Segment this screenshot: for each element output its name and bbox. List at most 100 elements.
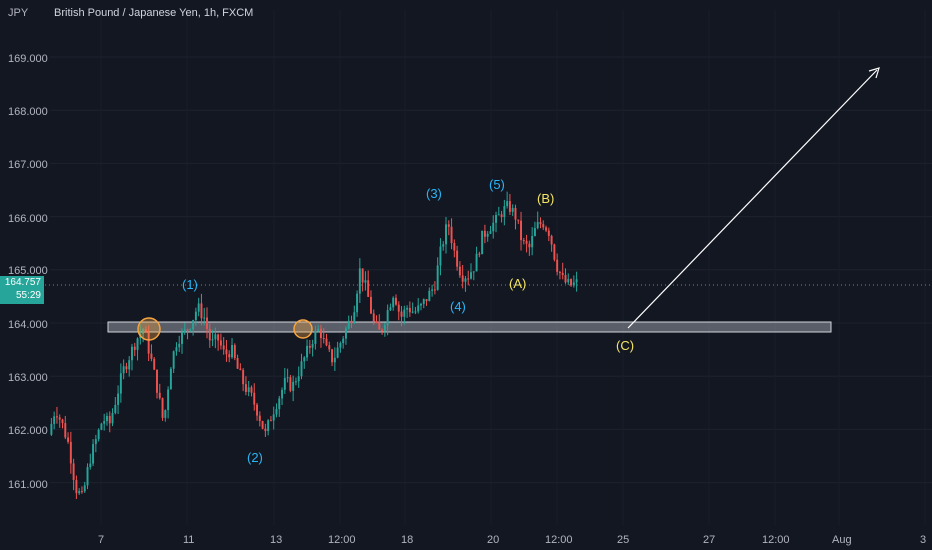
- candle-body: [422, 299, 425, 304]
- candle-body: [55, 416, 58, 418]
- y-axis: 169.000 168.000 167.000 166.000 165.000 …: [8, 53, 48, 491]
- candle-body: [506, 201, 509, 207]
- candle-body: [161, 398, 164, 418]
- candle-body: [389, 307, 392, 311]
- candle-body: [272, 414, 275, 421]
- candle-body: [83, 485, 86, 492]
- candle-body: [344, 328, 347, 339]
- candle-body: [128, 360, 131, 370]
- candle-body: [481, 230, 484, 255]
- candle-body: [381, 329, 384, 332]
- candle-body: [322, 338, 325, 340]
- candle-body: [244, 384, 247, 392]
- candle-body: [325, 338, 328, 346]
- candle-body: [153, 358, 156, 370]
- candle-body: [64, 423, 67, 438]
- y-tick-label: 161.000: [8, 479, 48, 491]
- candle-body: [136, 338, 139, 350]
- candle-body: [125, 366, 128, 370]
- candle-body: [294, 381, 297, 383]
- symbol-label: JPY: [8, 7, 29, 19]
- candle-body: [467, 278, 470, 280]
- projection-arrow-line[interactable]: [627, 69, 878, 329]
- candle-body: [397, 304, 400, 312]
- candle-body: [217, 334, 220, 341]
- candle-body: [456, 250, 459, 267]
- candle-body: [247, 387, 250, 392]
- chart-title[interactable]: British Pound / Japanese Yen, 1h, FXCM: [54, 7, 254, 19]
- x-tick-label: 20: [487, 534, 499, 546]
- candle-body: [228, 354, 231, 358]
- candle-body: [392, 297, 395, 308]
- elliott-wave-labels: (1) (2) (3) (4) (5) (A) (B) (C): [182, 177, 634, 465]
- candle-body: [58, 417, 61, 420]
- candle-body: [311, 343, 314, 348]
- candle-body: [533, 228, 536, 237]
- candle-body: [231, 345, 233, 358]
- candle-body: [283, 378, 286, 390]
- candle-body: [178, 343, 181, 348]
- candle-body: [497, 214, 500, 216]
- candle-body: [500, 214, 503, 218]
- candle-body: [150, 353, 153, 359]
- candle-body: [264, 428, 267, 432]
- candle-body: [547, 230, 550, 236]
- candle-body: [353, 312, 356, 324]
- candle-body: [211, 339, 214, 341]
- x-tick-label: Aug: [832, 534, 852, 546]
- x-tick-label: 27: [703, 534, 715, 546]
- candle-body: [495, 214, 497, 223]
- candle-body: [80, 491, 83, 493]
- candle-body: [50, 423, 53, 435]
- candle-body: [342, 338, 345, 344]
- candle-body: [158, 392, 161, 399]
- candle-body: [406, 307, 409, 310]
- candle-body: [553, 244, 556, 260]
- candle-body: [431, 289, 434, 291]
- candle-body: [203, 317, 206, 319]
- candle-body: [403, 309, 406, 317]
- candle-body: [470, 272, 472, 279]
- candle-body: [386, 310, 389, 326]
- candle-body: [414, 311, 417, 313]
- y-tick-label: 165.000: [8, 265, 48, 277]
- candle-body: [356, 293, 359, 313]
- candle-body: [492, 222, 495, 232]
- candle-body: [367, 280, 370, 297]
- candle-body: [122, 366, 125, 374]
- candle-body: [358, 268, 361, 294]
- candle-body: [545, 227, 548, 231]
- candle-body: [400, 311, 403, 317]
- candle-body: [78, 491, 81, 494]
- support-zone[interactable]: [107, 321, 832, 333]
- highlight-circle[interactable]: [293, 319, 313, 339]
- wave-label: (5): [489, 177, 505, 192]
- candle-body: [520, 220, 523, 241]
- candle-body: [458, 266, 461, 276]
- candle-body: [436, 265, 439, 290]
- candle-body: [447, 224, 450, 227]
- candle-body: [561, 272, 564, 276]
- candle-body: [558, 271, 561, 273]
- candle-body: [450, 226, 453, 244]
- candle-body: [269, 420, 272, 422]
- candle-body: [425, 299, 428, 302]
- candle-body: [233, 345, 236, 358]
- candle-body: [281, 389, 284, 399]
- candle-body: [105, 416, 108, 422]
- candle-body: [489, 231, 492, 234]
- grid-lines: [50, 10, 932, 525]
- candle-body: [289, 377, 292, 391]
- candle-body: [189, 329, 192, 331]
- candle-body: [142, 329, 145, 334]
- highlight-circle[interactable]: [137, 317, 161, 341]
- y-tick-label: 169.000: [8, 53, 48, 65]
- candle-body: [214, 334, 217, 340]
- candle-body: [147, 332, 150, 354]
- y-tick-label: 168.000: [8, 106, 48, 118]
- candle-body: [61, 419, 64, 424]
- candle-body: [300, 361, 303, 377]
- candle-body: [511, 207, 514, 212]
